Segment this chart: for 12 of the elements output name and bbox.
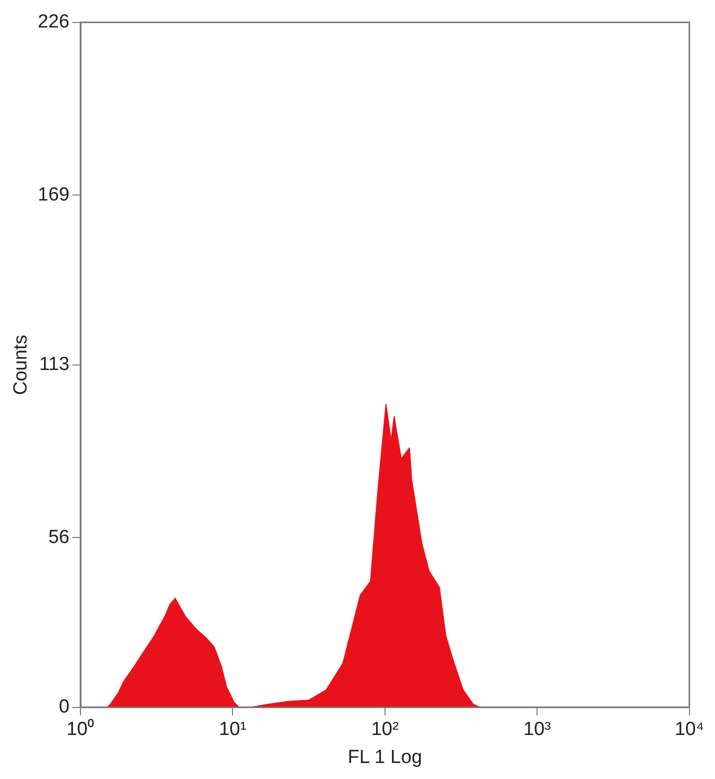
x-tick-label: 10³ (523, 719, 551, 740)
x-tick-label: 10² (371, 719, 399, 740)
y-tick-label: 56 (48, 526, 70, 548)
x-axis-title: FL 1 Log (348, 746, 422, 768)
y-tick-label: 0 (58, 696, 70, 718)
y-tick-label: 169 (38, 184, 70, 206)
x-tick-label: 10¹ (218, 719, 246, 740)
x-tick-label: 10⁴ (674, 719, 704, 740)
y-axis-title: Counts (10, 334, 32, 395)
y-tick-label: 226 (38, 12, 70, 33)
x-tick-label: 10⁰ (66, 718, 95, 740)
y-tick-label: 113 (39, 354, 70, 376)
